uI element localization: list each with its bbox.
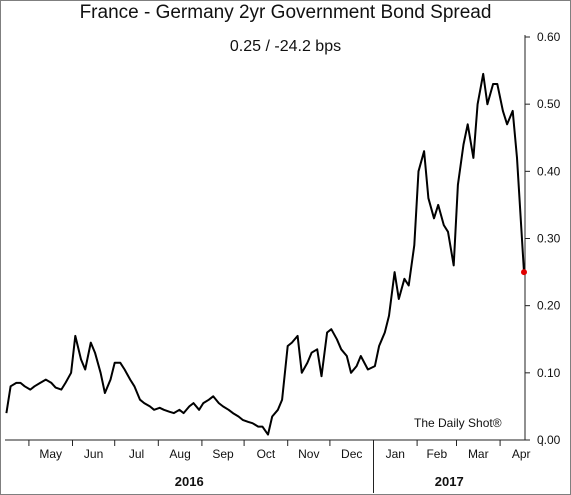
year-label-2016: 2016 bbox=[175, 474, 204, 489]
y-tick-label: 0.20 bbox=[537, 299, 561, 313]
x-tick-label: Nov bbox=[298, 447, 319, 461]
x-tick-label: Jun bbox=[84, 447, 103, 461]
x-tick-label: Mar bbox=[468, 447, 489, 461]
x-tick-label: Feb bbox=[426, 447, 447, 461]
x-tick-label: Oct bbox=[257, 447, 276, 461]
y-tick-label: 0.50 bbox=[537, 97, 561, 111]
spread-series-line bbox=[5, 72, 525, 436]
y-tick-label: 0.40 bbox=[537, 164, 561, 178]
chart-title: France - Germany 2yr Government Bond Spr… bbox=[79, 2, 492, 23]
x-tick-label: Apr bbox=[512, 447, 531, 461]
x-tick-label: Aug bbox=[169, 447, 190, 461]
source-annotation: The Daily Shot® bbox=[414, 416, 502, 430]
y-tick-label: 0.60 bbox=[537, 30, 561, 44]
year-label-2017: 2017 bbox=[435, 474, 464, 489]
x-tick-label: Dec bbox=[341, 447, 362, 461]
y-tick-label: 0.30 bbox=[537, 232, 561, 246]
last-value-marker bbox=[521, 269, 527, 276]
y-tick-label: 0.10 bbox=[537, 366, 561, 380]
x-tick-label: Jul bbox=[129, 447, 144, 461]
chart-subtitle: 0.25 / -24.2 bps bbox=[229, 38, 342, 55]
x-tick-label: Sep bbox=[212, 447, 234, 461]
y-tick-label: 0.00 bbox=[537, 433, 561, 447]
x-tick-label: May bbox=[39, 447, 62, 461]
x-tick-label: Jan bbox=[386, 447, 405, 461]
